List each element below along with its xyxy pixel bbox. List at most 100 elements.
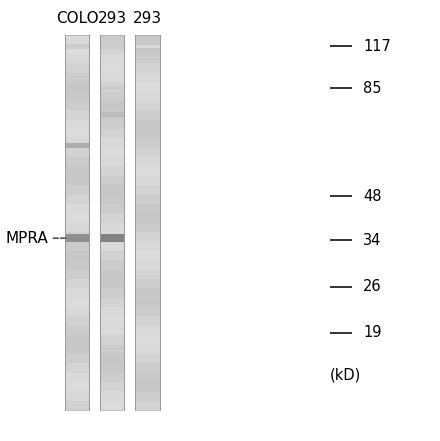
Bar	[100, 167, 125, 176]
Bar	[136, 260, 159, 269]
Bar	[100, 148, 125, 157]
Bar	[65, 326, 89, 335]
Bar	[100, 317, 125, 326]
Bar	[136, 120, 159, 129]
Bar	[100, 242, 125, 251]
Bar	[136, 269, 159, 279]
Bar	[136, 335, 159, 344]
Bar	[136, 307, 159, 317]
Bar	[65, 54, 89, 64]
Bar	[100, 45, 125, 54]
Bar	[136, 148, 159, 157]
Bar	[100, 373, 125, 382]
Bar	[100, 194, 125, 204]
Bar	[136, 279, 159, 288]
Bar	[100, 382, 125, 392]
Bar	[65, 234, 89, 242]
Bar	[100, 91, 125, 101]
Bar	[65, 101, 89, 110]
Bar	[65, 317, 89, 326]
Bar	[65, 307, 89, 317]
Bar	[65, 35, 89, 410]
Bar	[65, 232, 89, 242]
Bar	[100, 120, 125, 129]
Bar	[100, 363, 125, 373]
Bar	[136, 35, 159, 410]
Bar	[65, 91, 89, 101]
Bar	[65, 279, 89, 288]
Bar	[100, 82, 125, 92]
Bar	[100, 307, 125, 317]
Bar	[136, 101, 159, 110]
Bar	[136, 54, 159, 64]
Bar	[100, 213, 125, 223]
Bar	[65, 363, 89, 373]
Bar	[65, 354, 89, 363]
Bar	[65, 120, 89, 129]
Text: 85: 85	[363, 81, 381, 96]
Bar	[136, 213, 159, 223]
Bar	[136, 73, 159, 82]
Bar	[100, 138, 125, 148]
Bar	[100, 176, 125, 185]
Bar	[100, 73, 125, 82]
Text: 48: 48	[363, 189, 381, 204]
Bar	[136, 138, 159, 148]
Bar	[65, 251, 89, 260]
Bar	[136, 82, 159, 92]
Bar	[100, 232, 125, 242]
Bar	[65, 194, 89, 204]
Bar	[136, 288, 159, 298]
Bar	[100, 251, 125, 260]
Text: 293: 293	[133, 11, 162, 26]
Bar	[100, 392, 125, 401]
Bar	[65, 157, 89, 166]
Bar	[65, 44, 89, 49]
Bar	[100, 35, 125, 410]
Bar	[100, 344, 125, 354]
Bar	[136, 35, 159, 45]
Bar	[65, 35, 89, 45]
Bar	[136, 35, 159, 410]
Bar	[100, 204, 125, 213]
Bar	[65, 167, 89, 176]
Bar	[136, 64, 159, 73]
Bar	[136, 382, 159, 392]
Text: COLO: COLO	[56, 11, 98, 26]
Bar	[65, 382, 89, 392]
Bar	[100, 335, 125, 344]
Bar	[100, 269, 125, 279]
Bar	[100, 35, 125, 410]
Bar	[136, 204, 159, 213]
Bar	[65, 129, 89, 138]
Bar	[136, 223, 159, 232]
Bar	[100, 54, 125, 64]
Bar	[136, 45, 159, 54]
Bar	[65, 64, 89, 73]
Bar	[136, 373, 159, 382]
Text: (kD): (kD)	[330, 367, 361, 382]
Bar	[100, 86, 125, 90]
Bar	[136, 251, 159, 260]
Text: 117: 117	[363, 39, 391, 54]
Text: 19: 19	[363, 325, 381, 340]
Bar	[65, 138, 89, 148]
Bar	[65, 73, 89, 82]
Bar	[100, 288, 125, 298]
Bar	[100, 234, 125, 242]
Bar	[136, 232, 159, 242]
Bar	[65, 373, 89, 382]
Bar	[136, 242, 159, 251]
Bar	[65, 401, 89, 410]
Bar	[136, 157, 159, 166]
Bar	[136, 363, 159, 373]
Bar	[136, 317, 159, 326]
Bar	[65, 176, 89, 185]
Bar	[65, 204, 89, 213]
Bar	[100, 112, 125, 117]
Bar	[136, 298, 159, 307]
Bar	[65, 82, 89, 92]
Bar	[100, 157, 125, 166]
Bar	[136, 354, 159, 363]
Bar	[65, 242, 89, 251]
